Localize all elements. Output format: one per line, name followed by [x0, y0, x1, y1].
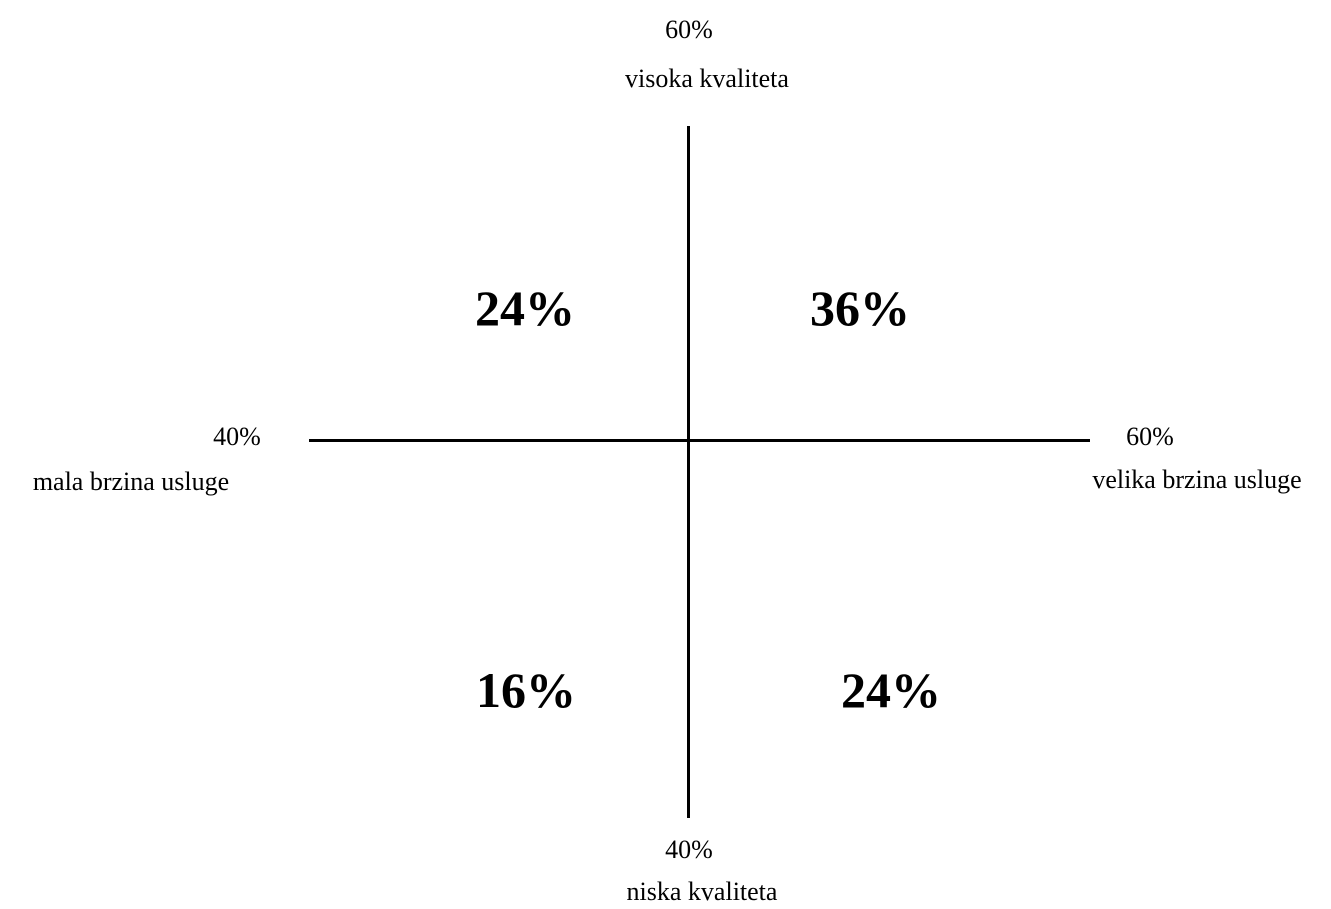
right-axis-percent: 60% [1126, 422, 1174, 451]
bottom-axis-label: niska kvaliteta [626, 877, 778, 906]
left-axis-label: mala brzina usluge [32, 467, 230, 496]
left-axis-percent: 40% [213, 422, 261, 451]
top-axis-label: visoka kvaliteta [625, 64, 789, 93]
quadrant-top-right-value: 36% [810, 280, 910, 336]
quadrant-bottom-right-value: 24% [841, 662, 941, 718]
quadrant-top-left-value: 24% [475, 280, 575, 336]
top-axis-percent: 60% [665, 15, 713, 44]
right-axis-label: velika brzina usluge [1092, 465, 1302, 494]
bottom-axis-percent: 40% [665, 835, 713, 864]
quadrant-bottom-left-value: 16% [476, 662, 576, 718]
vertical-axis-line [687, 126, 690, 818]
horizontal-axis-line [309, 439, 1090, 442]
